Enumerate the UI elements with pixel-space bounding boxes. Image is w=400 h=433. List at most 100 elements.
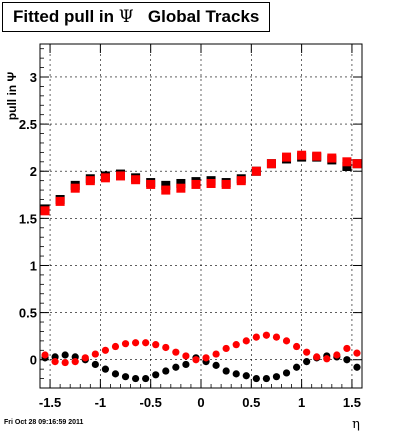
data-point-s3	[323, 355, 331, 363]
data-point-s3	[212, 350, 220, 358]
data-point-s2	[152, 371, 160, 379]
data-point-s3	[222, 344, 230, 353]
y-axis-title: pull in Ψ	[5, 72, 19, 121]
data-point-s2	[111, 370, 120, 378]
data-point-s0	[176, 178, 186, 188]
data-point-s1	[100, 173, 110, 183]
data-point-s3	[292, 342, 301, 351]
x-tick-label: 1.5	[343, 395, 361, 410]
data-point-s1	[55, 196, 65, 206]
data-point-s1	[327, 153, 337, 163]
timestamp: Fri Oct 28 09:16:59 2011	[4, 419, 84, 426]
data-point-s1	[161, 185, 171, 195]
data-point-s3	[81, 354, 89, 362]
y-tick-label: 1	[30, 258, 37, 273]
data-point-s3	[162, 343, 170, 352]
data-point-s3	[333, 351, 341, 359]
data-point-s1	[70, 183, 80, 193]
data-point-s2	[272, 373, 281, 381]
data-point-s3	[353, 349, 361, 357]
data-point-s1	[312, 151, 322, 161]
data-point-s1	[131, 175, 141, 185]
data-point-s2	[303, 358, 311, 366]
data-points	[40, 150, 362, 383]
data-point-s3	[272, 333, 281, 341]
data-point-s3	[252, 333, 260, 341]
data-point-s2	[101, 365, 110, 373]
data-point-s2	[262, 374, 271, 383]
data-point-s0	[342, 162, 352, 172]
data-point-s2	[131, 374, 140, 383]
data-point-s1	[236, 176, 246, 186]
data-point-s3	[282, 337, 291, 345]
title-prefix: Fitted pull in	[13, 7, 115, 26]
data-point-s1	[297, 150, 307, 160]
data-point-s1	[266, 159, 276, 169]
data-point-s1	[342, 157, 352, 167]
data-point-s1	[191, 179, 201, 189]
data-point-s2	[172, 363, 180, 371]
y-tick-label: 0.5	[19, 306, 37, 321]
title-psi-symbol: Ψ	[118, 7, 134, 27]
y-tick-label: 1.5	[19, 211, 37, 226]
data-point-s3	[242, 337, 250, 345]
y-tick-label: 0	[30, 353, 37, 368]
data-point-s2	[282, 369, 291, 377]
chart-title: Fitted pull in Ψ Global Tracks	[2, 2, 271, 32]
data-point-s2	[212, 361, 220, 369]
grid-lines	[40, 44, 362, 388]
data-point-s0	[161, 180, 171, 190]
x-axis-title: η	[352, 417, 360, 432]
y-tick-label: 3	[30, 70, 37, 85]
y-tick-label: 2.5	[19, 117, 37, 132]
data-point-s3	[111, 342, 120, 351]
data-point-s3	[71, 358, 79, 366]
data-point-s2	[162, 367, 170, 375]
data-point-s1	[282, 152, 292, 162]
data-point-s3	[131, 339, 140, 347]
data-point-s1	[146, 179, 156, 189]
data-point-s2	[142, 374, 150, 383]
y-tick-labels: 0 0.5 1 1.5 2 2.5 3	[19, 70, 37, 368]
data-point-s1	[251, 166, 261, 176]
data-point-s3	[232, 341, 240, 349]
x-tick-label: 0	[197, 395, 204, 410]
data-point-s3	[192, 356, 200, 364]
data-point-s2	[232, 370, 240, 378]
data-point-s2	[292, 363, 301, 371]
data-point-s1	[85, 176, 95, 186]
x-tick-label: -1.5	[39, 395, 61, 410]
data-point-s3	[142, 339, 150, 347]
data-point-s3	[202, 354, 210, 362]
data-point-s3	[51, 358, 59, 366]
data-point-s3	[303, 348, 311, 356]
data-point-s2	[343, 356, 351, 364]
data-point-s1	[116, 171, 125, 181]
axis-ticks	[40, 44, 362, 389]
data-point-s3	[101, 346, 110, 354]
data-point-s2	[242, 372, 250, 380]
data-point-s2	[91, 360, 99, 369]
title-suffix: Global Tracks	[147, 7, 260, 26]
data-point-s3	[61, 358, 69, 367]
data-point-s3	[182, 352, 190, 360]
x-tick-label: -0.5	[139, 395, 161, 410]
y-tick-label: 2	[30, 164, 37, 179]
data-point-s2	[252, 374, 260, 383]
data-point-s3	[91, 350, 99, 358]
x-tick-label: -1	[95, 395, 107, 410]
data-point-s3	[152, 341, 160, 349]
data-point-s1	[176, 183, 186, 193]
x-tick-label: 1	[298, 395, 305, 410]
data-point-s3	[262, 331, 271, 339]
data-point-s2	[61, 351, 69, 359]
data-point-s3	[41, 351, 49, 359]
data-point-s2	[121, 373, 130, 381]
data-point-s2	[182, 360, 190, 369]
data-point-s3	[343, 344, 351, 353]
data-point-s1	[352, 159, 362, 169]
x-tick-label: 0.5	[242, 395, 260, 410]
data-point-s1	[206, 178, 216, 188]
data-point-s3	[172, 348, 180, 356]
